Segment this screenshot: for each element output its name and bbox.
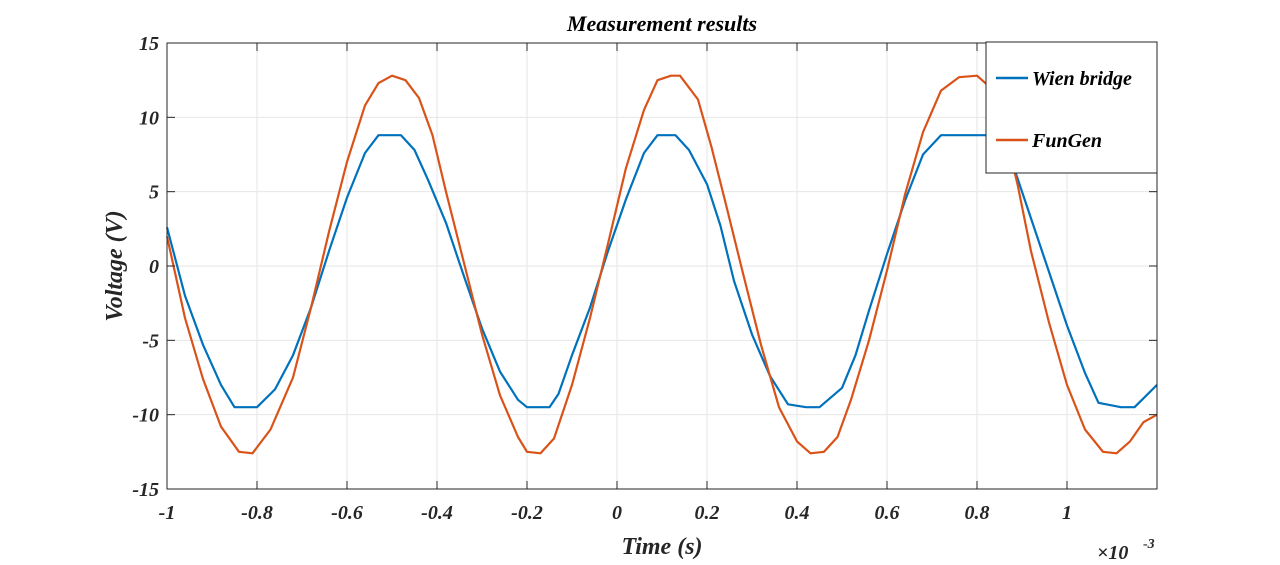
x-tick-label: 0 xyxy=(612,502,622,524)
y-tick-label: 15 xyxy=(139,33,159,55)
x-tick-label: -0.6 xyxy=(331,502,363,524)
x-tick-label: -1 xyxy=(159,502,176,524)
y-tick-label: 10 xyxy=(139,107,159,129)
x-tick-label: -0.8 xyxy=(241,502,273,524)
x-tick-label: -0.2 xyxy=(511,502,543,524)
x-tick-label: 0.4 xyxy=(785,502,810,524)
legend-box xyxy=(985,41,1158,174)
y-tick-label: 0 xyxy=(149,256,159,278)
x-tick-label: 0.6 xyxy=(875,502,900,524)
series-line-wien-bridge xyxy=(165,134,1158,409)
x-tick-label: 1 xyxy=(1062,502,1072,524)
chart-title: Measurement results xyxy=(566,11,757,36)
x-exponent-label: ×10 -3 xyxy=(1097,537,1155,564)
x-axis-label: Time (s) xyxy=(621,534,702,560)
y-tick-label: -15 xyxy=(132,479,159,501)
legend: Wien bridge FunGen xyxy=(985,41,1158,174)
x-exponent-base: ×10 xyxy=(1097,542,1128,564)
grid xyxy=(166,42,1157,490)
y-tick-label: -10 xyxy=(132,405,159,427)
x-tick-label: -0.4 xyxy=(421,502,453,524)
x-exponent-power: -3 xyxy=(1143,537,1155,552)
x-tick-label: 0.2 xyxy=(695,502,720,524)
x-tick-label: 0.8 xyxy=(965,502,990,524)
y-axis-label: Voltage (V) xyxy=(102,210,128,321)
legend-label-fungen: FunGen xyxy=(1031,130,1102,152)
legend-label-wien-bridge: Wien bridge xyxy=(1032,68,1132,90)
y-tick-label: 5 xyxy=(149,182,159,204)
tick-labels: -1 -0.8 -0.6 -0.4 -0.2 0 0.2 0.4 0.6 0.8 1 -15 -10 -5… xyxy=(132,33,1072,524)
y-tick-label: -5 xyxy=(142,330,159,352)
